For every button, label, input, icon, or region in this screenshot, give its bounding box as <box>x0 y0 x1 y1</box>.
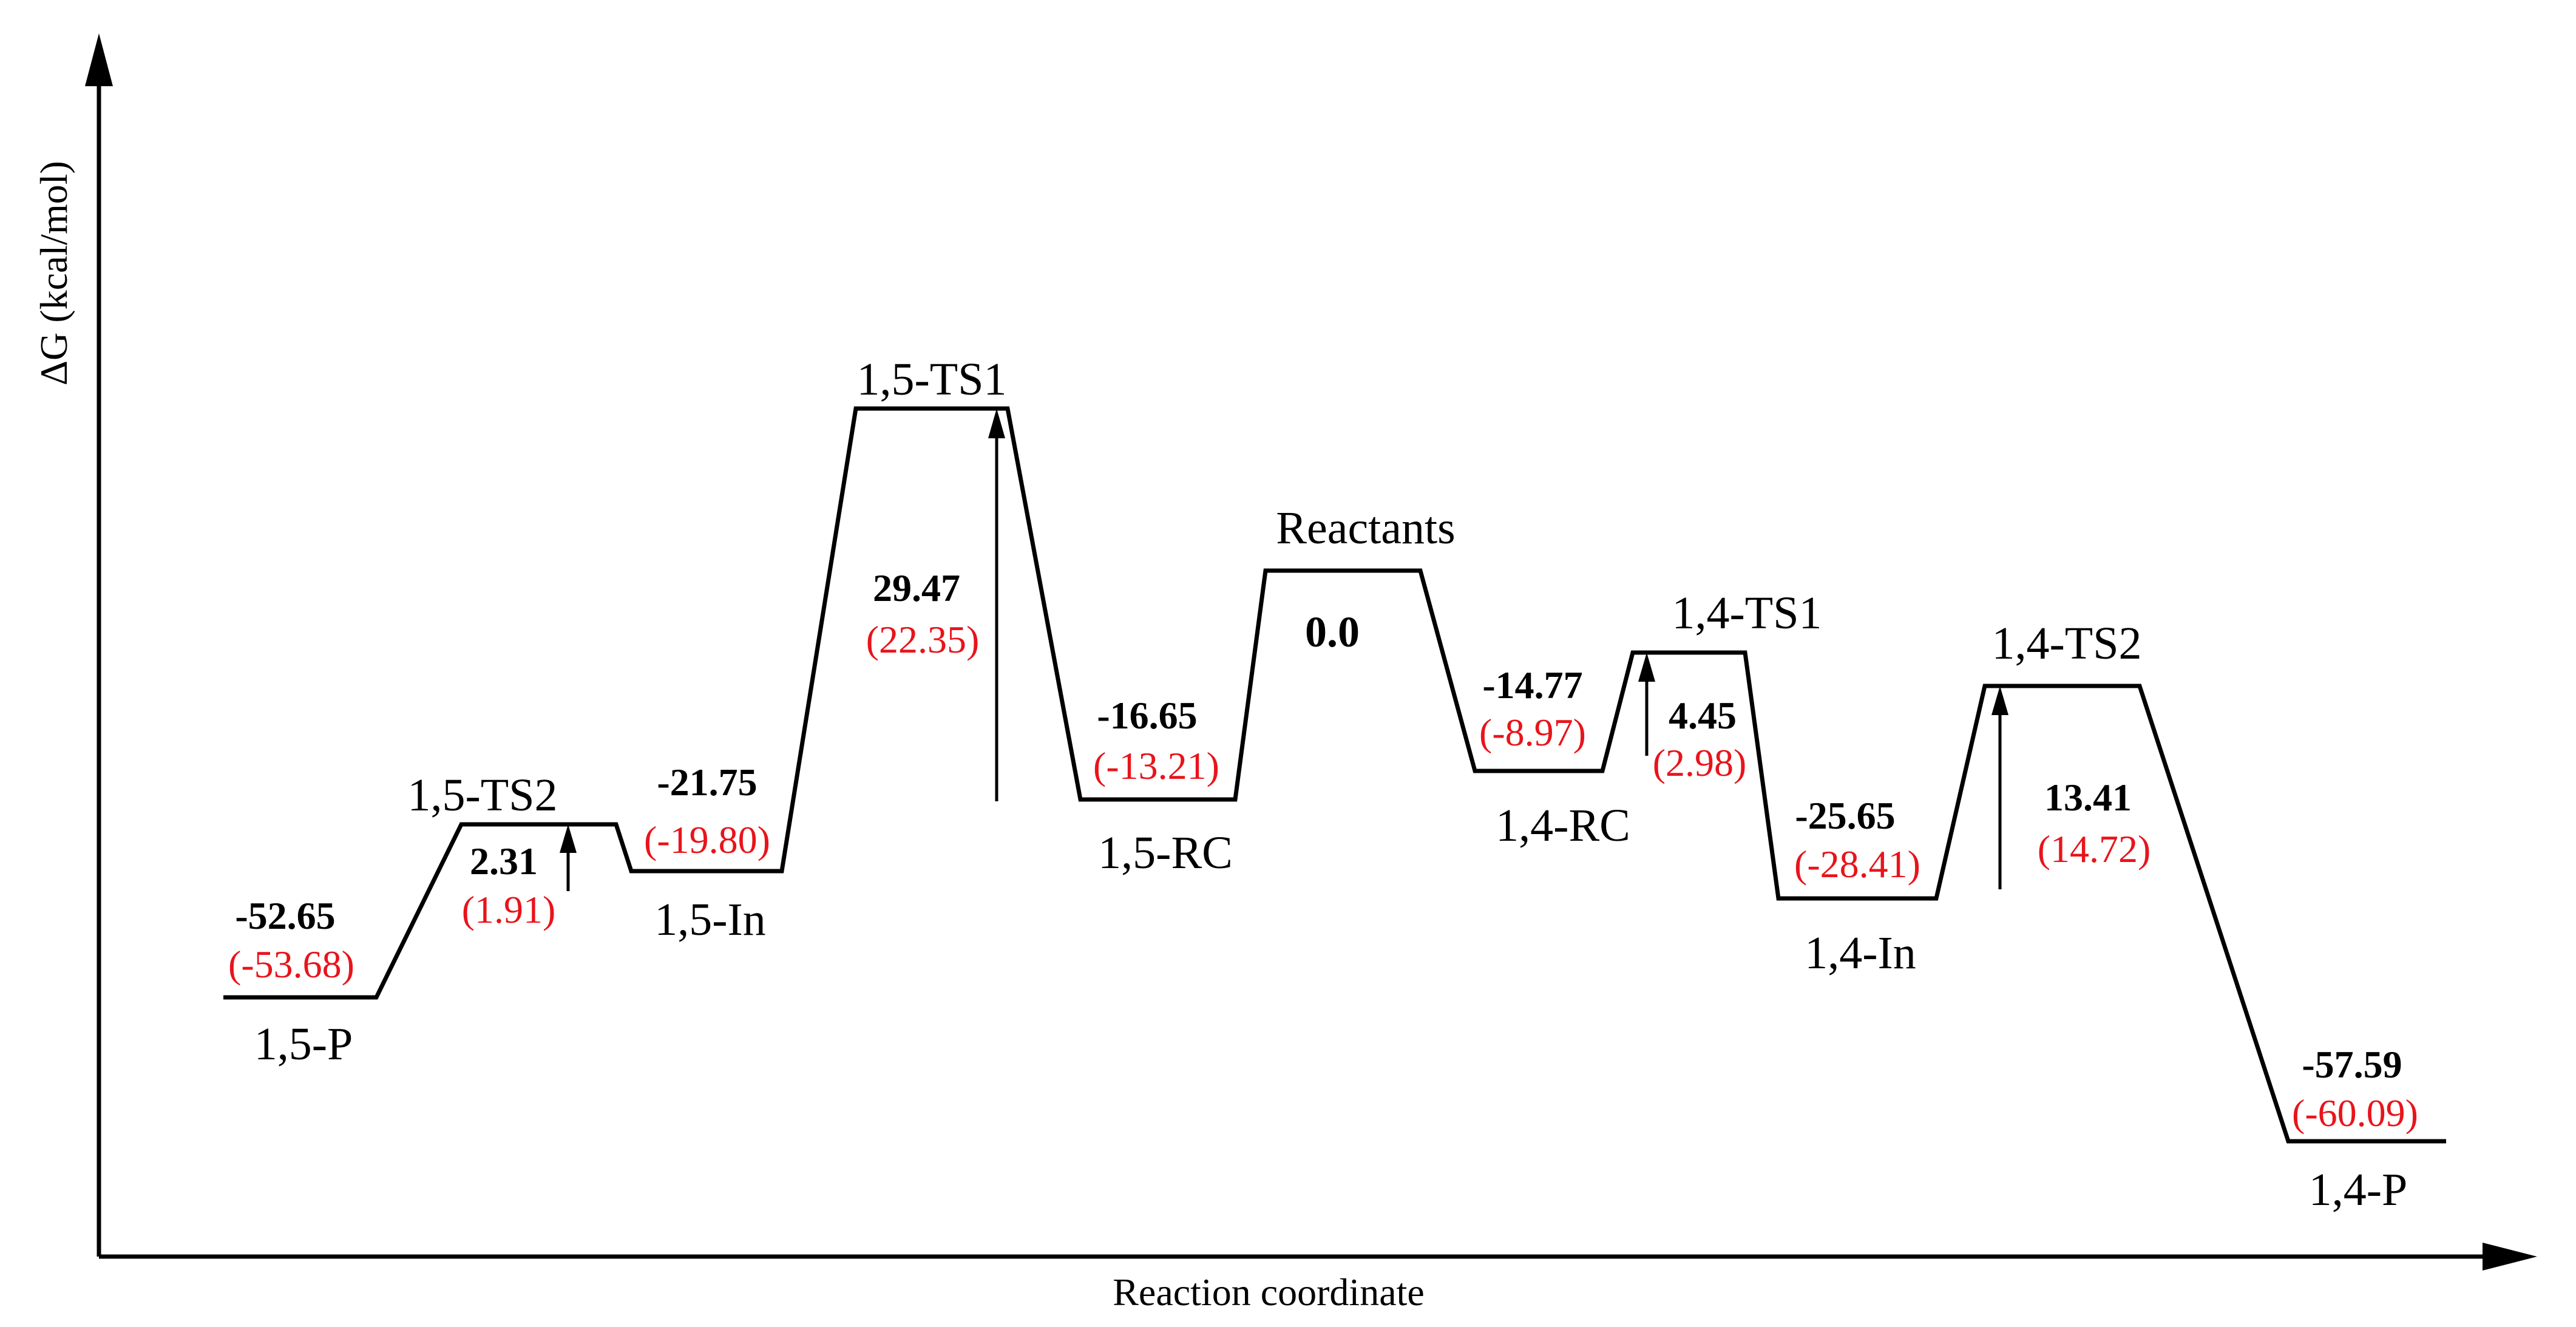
barrier-alt-value-1-5-ts2: (1.91) <box>462 888 556 931</box>
state-label-reactants: Reactants <box>1276 503 1455 554</box>
state-value-reactants: 0.0 <box>1305 608 1360 656</box>
state-label-1-5-p: 1,5-P <box>254 1019 353 1070</box>
state-label-1-5-ts2: 1,5-TS2 <box>408 770 558 821</box>
barrier-arrow-1-4-ts2 <box>1991 686 2008 889</box>
state-value-1-4-rc: -14.77 <box>1482 664 1582 707</box>
barrier-alt-value-1-4-ts1: (2.98) <box>1653 741 1747 784</box>
state-value-1-4-p: -57.59 <box>2302 1043 2402 1086</box>
state-label-1-4-p: 1,4-P <box>2309 1164 2408 1215</box>
barrier-value-1-5-ts1: 29.47 <box>873 566 960 609</box>
state-alt-value-1-5-p: (-53.68) <box>228 943 354 986</box>
state-label-1-5-in: 1,5-In <box>654 894 766 945</box>
state-alt-value-1-4-p: (-60.09) <box>2292 1091 2418 1135</box>
barrier-arrow-1-5-ts2 <box>560 824 577 891</box>
state-alt-value-1-4-in: (-28.41) <box>1794 843 1920 886</box>
barrier-value-1-4-ts2: 13.41 <box>2044 776 2132 819</box>
state-label-1-4-rc: 1,4-RC <box>1496 800 1630 851</box>
barrier-value-1-5-ts2: 2.31 <box>470 840 538 883</box>
state-label-1-5-ts1: 1,5-TS1 <box>857 354 1007 405</box>
state-value-1-5-rc: -16.65 <box>1097 694 1197 737</box>
state-alt-value-1-5-rc: (-13.21) <box>1093 744 1219 787</box>
state-label-1-4-ts1: 1,4-TS1 <box>1672 588 1822 639</box>
state-value-1-5-in: -21.75 <box>657 761 757 804</box>
state-alt-value-1-4-rc: (-8.97) <box>1479 711 1586 754</box>
state-value-1-5-p: -52.65 <box>235 894 335 937</box>
state-label-1-4-ts2: 1,4-TS2 <box>1992 618 2142 669</box>
x-axis-arrowhead <box>2483 1243 2537 1271</box>
y-axis-arrowhead <box>85 33 113 86</box>
energy-profile-path <box>223 406 2446 1144</box>
x-axis-title: Reaction coordinate <box>1113 1271 1425 1314</box>
barrier-alt-value-1-4-ts2: (14.72) <box>2038 827 2151 871</box>
y-axis-title: ΔG (kcal/mol) <box>32 161 75 385</box>
state-label-1-4-in: 1,4-In <box>1805 928 1916 979</box>
state-label-1-5-rc: 1,5-RC <box>1098 827 1233 878</box>
state-alt-value-1-5-in: (-19.80) <box>644 818 770 861</box>
barrier-arrow-1-4-ts1 <box>1638 653 1655 756</box>
barrier-value-1-4-ts1: 4.45 <box>1669 694 1737 737</box>
state-value-1-4-in: -25.65 <box>1795 794 1895 837</box>
barrier-alt-value-1-5-ts1: (22.35) <box>866 618 980 661</box>
barrier-arrow-1-5-ts1 <box>988 409 1005 801</box>
